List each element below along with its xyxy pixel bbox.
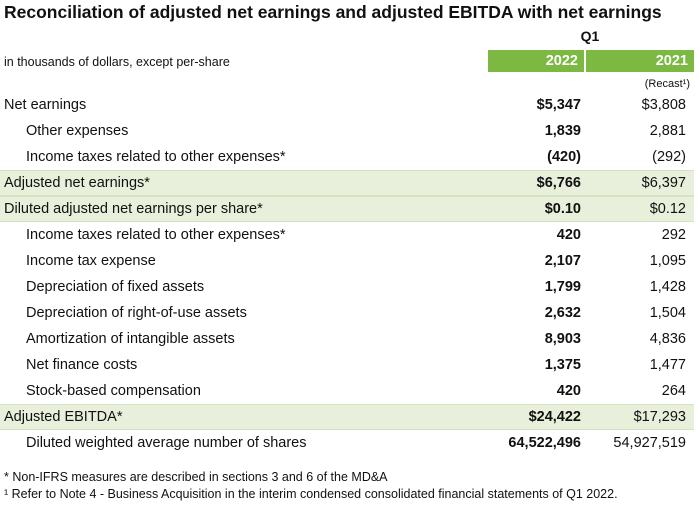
table-row: Adjusted net earnings* $6,766 $6,397 — [0, 170, 694, 196]
table-row: Income tax expense 2,107 1,095 — [0, 248, 694, 274]
units: in thousands of dollars, except per-shar… — [4, 55, 230, 69]
cell-value: $0.12 — [649, 201, 686, 217]
col-header: 2021 — [586, 50, 694, 72]
cell-value: 1,477 — [649, 357, 686, 373]
row-label: Adjusted EBITDA* — [4, 409, 123, 425]
row-label: Diluted weighted average number of share… — [26, 435, 307, 451]
cell-value: $3,808 — [641, 97, 686, 113]
cell-value: 292 — [661, 227, 686, 243]
table-row: Depreciation of fixed assets 1,799 1,428 — [0, 274, 694, 300]
cell-value: $5,347 — [536, 97, 581, 113]
table-row: Income taxes related to other expenses* (… — [0, 144, 694, 170]
cell-value: $24,422 — [528, 409, 581, 425]
cell-value: 2,632 — [544, 305, 581, 321]
cell-value: 54,927,519 — [613, 435, 686, 451]
cell-value: 1,504 — [649, 305, 686, 321]
cell-value: 1,375 — [544, 357, 581, 373]
cell-value: 64,522,496 — [508, 435, 581, 451]
row-label: Depreciation of right-of-use assets — [26, 305, 247, 321]
col-note: (Recast¹) — [644, 78, 690, 90]
cell-value: $0.10 — [544, 201, 581, 217]
footnote: * Non-IFRS measures are described in sec… — [4, 470, 388, 484]
cell-value: (292) — [652, 149, 686, 165]
cell-value: 2,107 — [544, 253, 581, 269]
cell-value: $6,397 — [641, 175, 686, 191]
table-row: Net earnings $5,347 $3,808 — [0, 92, 694, 118]
row-label: Adjusted net earnings* — [4, 175, 150, 191]
cell-value: 1,839 — [544, 123, 581, 139]
cell-value: 264 — [661, 383, 686, 399]
cell-value: 420 — [556, 383, 581, 399]
row-label: Diluted adjusted net earnings per share* — [4, 201, 263, 217]
table-row: Adjusted EBITDA* $24,422 $17,293 — [0, 404, 694, 430]
table-row: Diluted weighted average number of share… — [0, 430, 694, 456]
cell-value: 2,881 — [649, 123, 686, 139]
cell-value: $17,293 — [633, 409, 686, 425]
row-label: Other expenses — [26, 123, 129, 139]
table-row: Other expenses 1,839 2,881 — [0, 118, 694, 144]
row-label: Amortization of intangible assets — [26, 331, 235, 347]
cell-value: 8,903 — [544, 331, 581, 347]
row-label: Net earnings — [4, 97, 87, 113]
row-label: Income tax expense — [26, 253, 156, 269]
title: Reconciliation of adjusted net earnings … — [4, 2, 662, 22]
cell-value: 4,836 — [649, 331, 686, 347]
cell-value: (420) — [547, 149, 581, 165]
cell-value: 1,095 — [649, 253, 686, 269]
table-row: Amortization of intangible assets 8,903 4,… — [0, 326, 694, 352]
row-label: Depreciation of fixed assets — [26, 279, 205, 295]
cell-value: $6,766 — [536, 175, 581, 191]
table-row: Income taxes related to other expenses* 4… — [0, 222, 694, 248]
col-header: 2022 — [488, 50, 584, 72]
table-row: Depreciation of right-of-use assets 2,632… — [0, 300, 694, 326]
row-label: Income taxes related to other expenses* — [26, 227, 286, 243]
row-label: Income taxes related to other expenses* — [26, 149, 286, 165]
table-row: Diluted adjusted net earnings per share*… — [0, 196, 694, 222]
cell-value: 1,428 — [649, 279, 686, 295]
cell-value: 1,799 — [544, 279, 581, 295]
table-row: Net finance costs 1,375 1,477 — [0, 352, 694, 378]
cell-value: 420 — [556, 227, 581, 243]
period: Q1 — [580, 28, 600, 44]
table-row: Stock-based compensation 420 264 — [0, 378, 694, 404]
row-label: Stock-based compensation — [26, 383, 201, 399]
footnote: ¹ Refer to Note 4 - Business Acquisition… — [4, 487, 618, 501]
row-label: Net finance costs — [26, 357, 138, 373]
